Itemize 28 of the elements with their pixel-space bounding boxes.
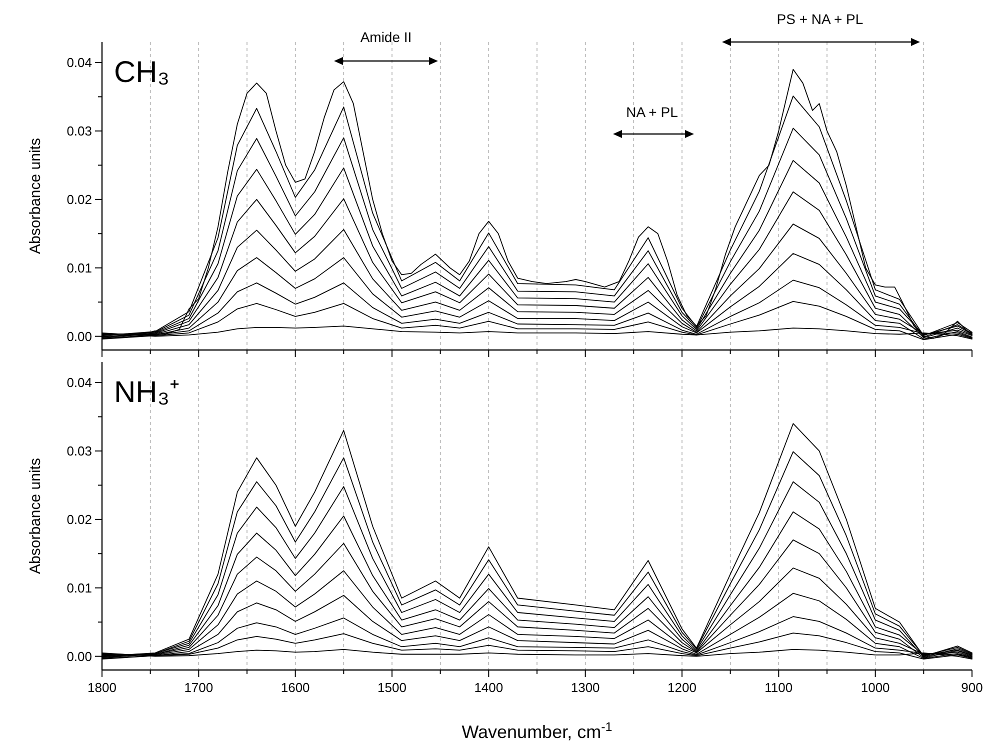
y-tick-label: 0.03 (66, 123, 92, 138)
x-axis-title: Wavenumber, cm$^{-1}$ (462, 720, 612, 742)
y-tick-label: 0.03 (66, 443, 92, 458)
y-tick-label: 0.02 (66, 512, 92, 527)
text: NH₃⁺ (114, 376, 180, 409)
text: PS + NA + PL (776, 11, 864, 27)
y-tick-label: 0.01 (66, 260, 92, 276)
annotation: Amide II (360, 29, 412, 45)
x-tick-label: 1200 (668, 680, 696, 695)
y-tick-label: 0.00 (66, 328, 92, 344)
y-axis-title: Absorbance units (27, 458, 44, 574)
x-tick-label: 1000 (860, 680, 890, 695)
annotation: NA + PL (626, 104, 678, 120)
x-tick-label: 900 (961, 680, 983, 695)
text: CH₃ (114, 56, 170, 89)
x-tick-label: 1500 (378, 680, 406, 695)
y-axis-title: Absorbance units (27, 138, 44, 254)
y-tick-label: 0.00 (66, 648, 92, 664)
x-tick-label: 1300 (570, 680, 600, 695)
x-tick-label: 1400 (474, 680, 504, 695)
y-tick-label: 0.04 (66, 55, 92, 70)
y-tick-label: 0.02 (66, 192, 92, 207)
y-tick-label: 0.04 (66, 375, 92, 390)
x-tick-label: 1100 (764, 680, 793, 695)
x-tick-label: 1700 (184, 680, 214, 695)
x-tick-label: 1800 (88, 680, 116, 695)
y-tick-label: 0.01 (66, 580, 92, 596)
x-tick-label: 1600 (280, 680, 310, 695)
